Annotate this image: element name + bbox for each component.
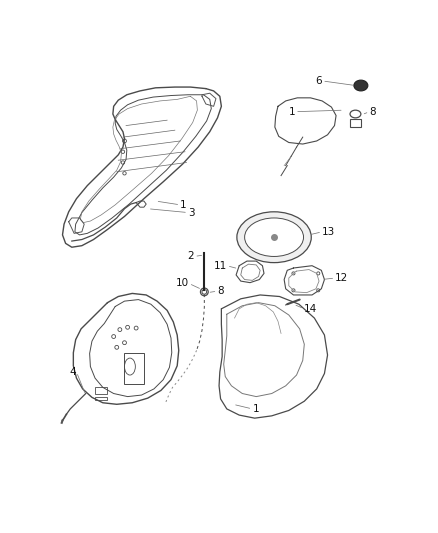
Circle shape: [123, 139, 127, 143]
Circle shape: [121, 150, 125, 154]
Text: 12: 12: [336, 273, 349, 283]
Circle shape: [121, 161, 125, 164]
Text: 8: 8: [369, 107, 376, 117]
Text: 11: 11: [214, 261, 227, 271]
Circle shape: [134, 326, 138, 330]
Circle shape: [115, 345, 119, 349]
Circle shape: [112, 335, 116, 338]
Text: 4: 4: [70, 367, 77, 377]
Text: 1: 1: [288, 107, 295, 117]
Circle shape: [118, 328, 122, 332]
Bar: [124, 353, 144, 384]
Bar: [350, 119, 361, 127]
Circle shape: [123, 172, 126, 175]
Text: 8: 8: [218, 286, 224, 296]
Ellipse shape: [245, 218, 304, 256]
Ellipse shape: [237, 212, 311, 263]
Bar: [95, 387, 107, 393]
Ellipse shape: [354, 80, 368, 91]
Text: 1: 1: [252, 404, 259, 414]
Circle shape: [126, 325, 130, 329]
Text: 3: 3: [188, 207, 194, 217]
Text: 2: 2: [187, 252, 194, 262]
Circle shape: [123, 341, 127, 345]
Text: 13: 13: [322, 227, 336, 237]
Bar: [95, 397, 107, 400]
Text: 10: 10: [176, 278, 189, 288]
Text: 6: 6: [315, 76, 322, 86]
Text: 1: 1: [180, 200, 187, 210]
Ellipse shape: [350, 110, 361, 118]
Text: 14: 14: [304, 304, 318, 314]
